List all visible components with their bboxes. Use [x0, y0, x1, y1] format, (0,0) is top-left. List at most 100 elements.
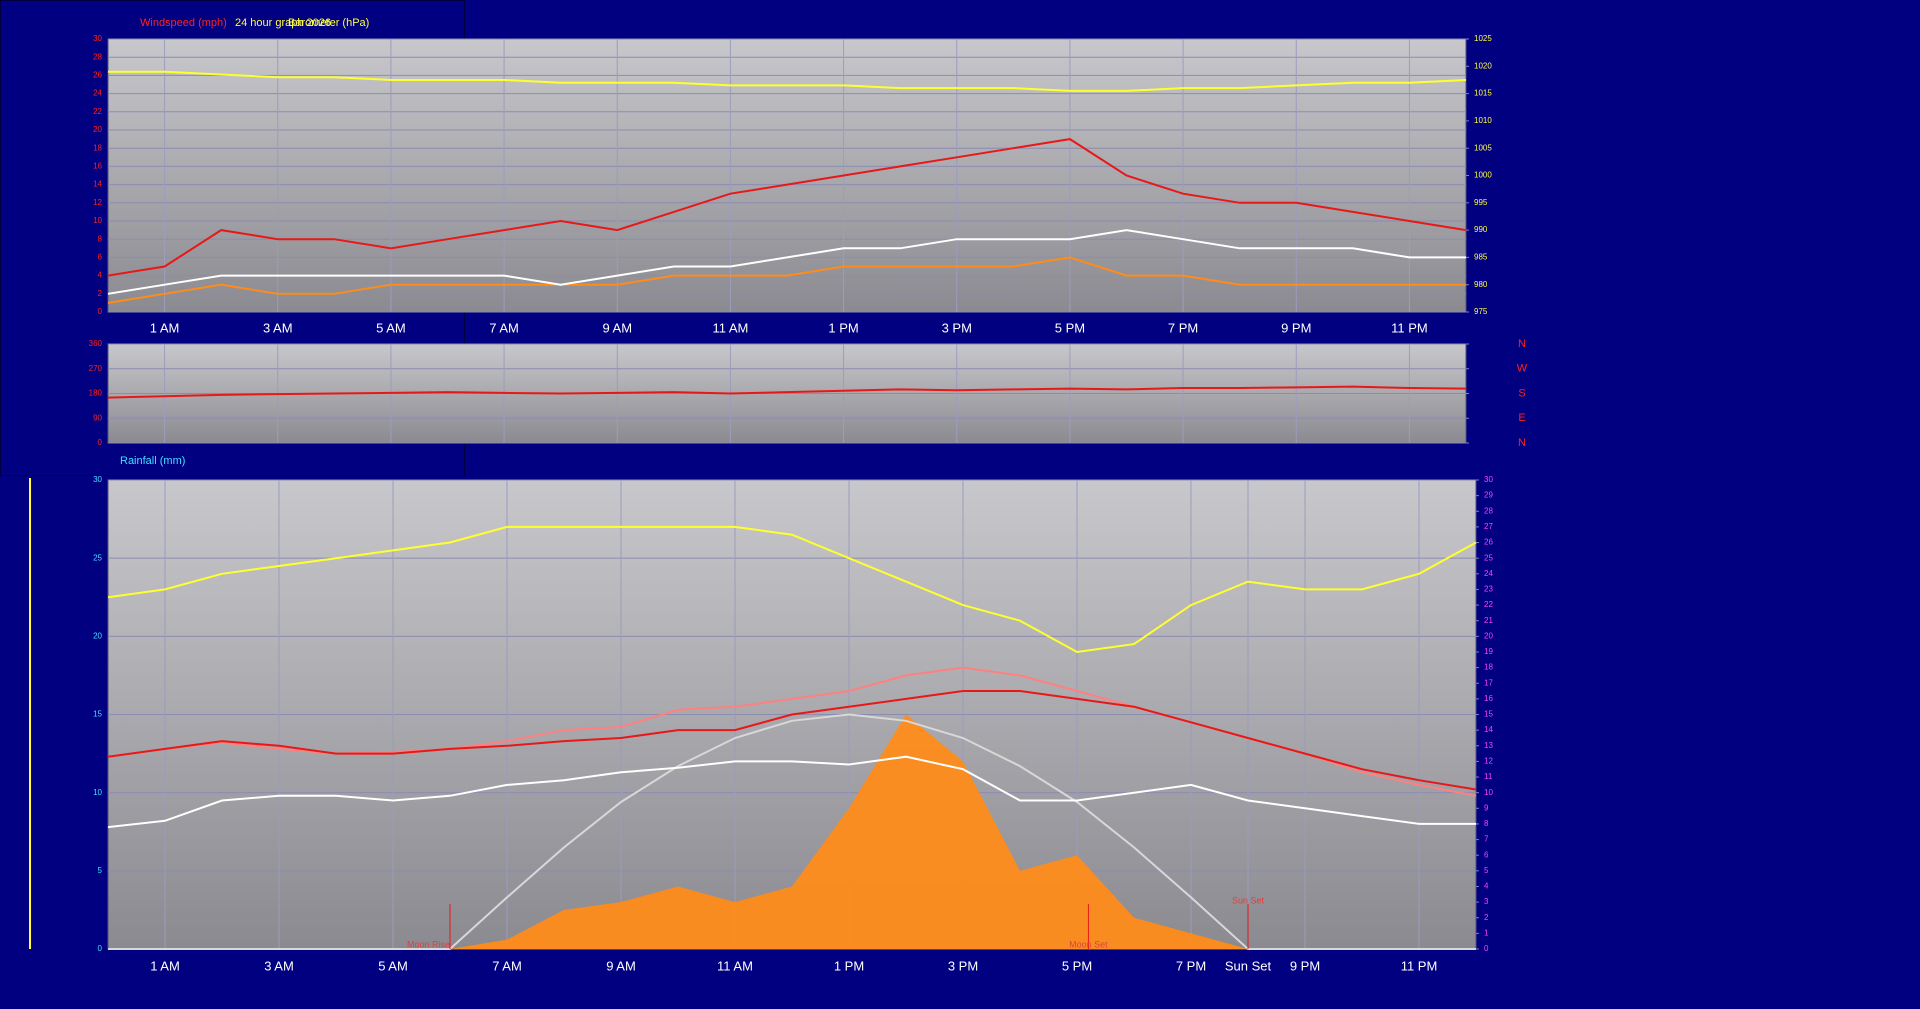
- y-tick-label: 12: [93, 198, 102, 207]
- y2-tick-label: N: [1518, 338, 1526, 350]
- y2-tick-label: 12: [1484, 757, 1493, 766]
- y2-tick-label: 2: [1484, 913, 1489, 922]
- x-tick-label: 3 AM: [264, 958, 294, 973]
- y-tick-label: 18: [93, 143, 102, 152]
- y2-tick-label: 30: [1484, 475, 1493, 484]
- y2-tick-label: 1: [1484, 928, 1489, 937]
- y-tick-label: 28: [93, 52, 102, 61]
- line: [107, 525, 1477, 654]
- y2-tick-label: 22: [1484, 600, 1493, 609]
- x-tick-label: 3 PM: [948, 958, 978, 973]
- x-tick-label: 11 AM: [712, 320, 748, 335]
- x-tick-label: 9 AM: [602, 320, 632, 335]
- y2-tick-label: 1020: [1474, 61, 1492, 70]
- y-tick-label: 0: [98, 944, 103, 953]
- y2-tick-label: 18: [1484, 663, 1493, 672]
- y2-tick-label: 27: [1484, 522, 1493, 531]
- plot-area: [107, 38, 1467, 313]
- x-tick-label: 7 PM: [1168, 320, 1198, 335]
- x-tick-label: 7 AM: [489, 320, 519, 335]
- x-tick-label: 9 PM: [1290, 958, 1320, 973]
- y2-tick-label: 1015: [1474, 89, 1492, 98]
- y-tick-label: 20: [93, 125, 102, 134]
- area: [108, 714, 1476, 949]
- y-tick-label: 4: [98, 271, 103, 280]
- y2-tick-label: S: [1518, 387, 1525, 399]
- y2-tick-label: 11: [1484, 772, 1493, 781]
- y-tick-label: 14: [93, 180, 102, 189]
- y2-tick-label: 5: [1484, 866, 1489, 875]
- y-tick-label: 90: [93, 413, 102, 422]
- y2-tick-label: 3: [1484, 897, 1489, 906]
- annotation: Sun Set: [1232, 895, 1265, 905]
- y-tick-label: 0: [98, 438, 103, 447]
- line: [107, 385, 1467, 399]
- y2-tick-label: 25: [1484, 553, 1493, 562]
- x-tick-label: 5 AM: [378, 958, 408, 973]
- y2-tick-label: 985: [1474, 253, 1488, 262]
- y-tick-label: 20: [93, 631, 102, 640]
- y2-tick-label: 980: [1474, 280, 1488, 289]
- y2-tick-label: 28: [1484, 506, 1493, 515]
- x-tick-label: 7 PM: [1176, 958, 1206, 973]
- y-tick-label: 24: [93, 89, 102, 98]
- y2-tick-label: 24: [1484, 569, 1493, 578]
- x-tick-label: 3 PM: [942, 320, 972, 335]
- y-tick-label: 30: [93, 34, 102, 43]
- y2-tick-label: 13: [1484, 741, 1493, 750]
- y-tick-label: 8: [98, 234, 103, 243]
- y-tick-label: 2: [98, 289, 103, 298]
- y-tick-label: 30: [93, 475, 102, 484]
- y2-tick-label: 9: [1484, 803, 1489, 812]
- x-tick-label: 9 AM: [606, 958, 636, 973]
- line: [107, 755, 1476, 829]
- x-tick-label: 1 PM: [834, 958, 864, 973]
- line: [107, 256, 1466, 304]
- x-tick-label: 11 PM: [1391, 320, 1428, 335]
- x-tick-label: 5 PM: [1055, 320, 1085, 335]
- x-tick-label: 7 AM: [492, 958, 522, 973]
- y2-tick-label: 20: [1484, 631, 1493, 640]
- y-tick-label: 10: [93, 216, 102, 225]
- y2-tick-label: 7: [1484, 835, 1489, 844]
- y-tick-label: 25: [93, 553, 102, 562]
- y2-tick-label: 23: [1484, 585, 1493, 594]
- y2-tick-label: 10: [1484, 788, 1493, 797]
- x-tick-label: 5 PM: [1062, 958, 1092, 973]
- y2-tick-label: 26: [1484, 538, 1493, 547]
- y-tick-label: 6: [98, 253, 103, 262]
- y2-tick-label: 990: [1474, 225, 1488, 234]
- x-tick-label: 11 PM: [1401, 958, 1438, 973]
- y2-tick-label: E: [1518, 412, 1525, 424]
- x-tick-label: 1 AM: [150, 958, 180, 973]
- y2-tick-label: N: [1518, 437, 1526, 449]
- y2-tick-label: 17: [1484, 678, 1493, 687]
- y2-tick-label: 1005: [1474, 143, 1492, 152]
- y-tick-label: 360: [89, 339, 103, 348]
- y2-tick-label: 21: [1484, 616, 1493, 625]
- x-tick-label: 3 AM: [263, 320, 293, 335]
- y2-tick-label: W: [1517, 363, 1528, 375]
- annotation: Moon Set: [1069, 939, 1108, 949]
- x-tick-label: 1 PM: [828, 320, 858, 335]
- y2-tick-label: 4: [1484, 882, 1489, 891]
- y-tick-label: 26: [93, 71, 102, 80]
- y2-tick-label: 6: [1484, 850, 1489, 859]
- y-tick-label: 15: [93, 710, 102, 719]
- y2-tick-label: 15: [1484, 710, 1493, 719]
- y2-tick-label: 995: [1474, 198, 1488, 207]
- x-tick-label: 1 AM: [150, 320, 180, 335]
- x-tick-label: 11 AM: [717, 958, 753, 973]
- y-tick-label: 180: [89, 389, 103, 398]
- y2-tick-label: 0: [1484, 944, 1489, 953]
- y-tick-label: 5: [98, 866, 103, 875]
- line: [107, 690, 1477, 791]
- chart-title: 24 hour graph 2026: [235, 17, 331, 29]
- axis-title: Rainfall (mm): [120, 455, 185, 467]
- y2-tick-label: 16: [1484, 694, 1493, 703]
- y-tick-label: 270: [89, 364, 103, 373]
- y2-tick-label: 1000: [1474, 171, 1492, 180]
- axis-title: Barometer (hPa): [288, 17, 369, 29]
